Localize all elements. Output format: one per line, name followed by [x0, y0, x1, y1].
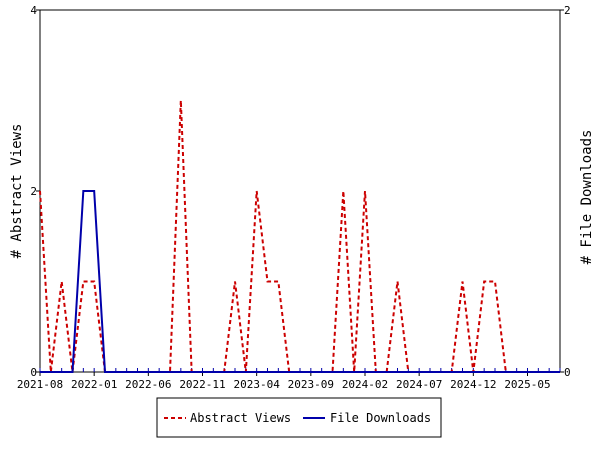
x-tick-label: 2024-02: [342, 378, 388, 391]
plot-area: [39, 9, 561, 373]
series-line-file-downloads: [40, 190, 560, 373]
y-tick-label-left: 4: [30, 4, 37, 17]
x-tick-label: 2024-12: [450, 378, 496, 391]
x-tick-label: 2025-05: [504, 378, 550, 391]
x-tick-label: 2023-09: [288, 378, 334, 391]
y-tick-label-left: 0: [30, 366, 37, 379]
legend: Abstract Views File Downloads: [156, 397, 442, 438]
legend-label-abstract-views: Abstract Views: [190, 411, 291, 425]
x-tick-label: 2021-08: [17, 378, 63, 391]
y-tick-label-right: 0: [564, 366, 571, 379]
x-tick-label: 2023-04: [233, 378, 280, 391]
legend-box: [156, 397, 442, 438]
y-tick-label-right: 2: [564, 4, 571, 17]
y-axis-title-right: # File Downloads: [579, 130, 595, 265]
x-tick-label: 2024-07: [396, 378, 442, 391]
y-axis-title-left: # Abstract Views: [9, 124, 25, 259]
x-tick-label: 2022-06: [125, 378, 171, 391]
plot-axes: [39, 9, 561, 373]
y-tick-label-left: 2: [30, 185, 37, 198]
x-tick-label: 2022-11: [179, 378, 225, 391]
x-tick-label: 2022-01: [71, 378, 117, 391]
axis-ticks: 2021-08 2022-01 2022-06 2022-11 2023-04 2023-…: [17, 4, 571, 391]
legend-label-file-downloads: File Downloads: [330, 411, 431, 425]
series-lines: [39, 100, 560, 373]
